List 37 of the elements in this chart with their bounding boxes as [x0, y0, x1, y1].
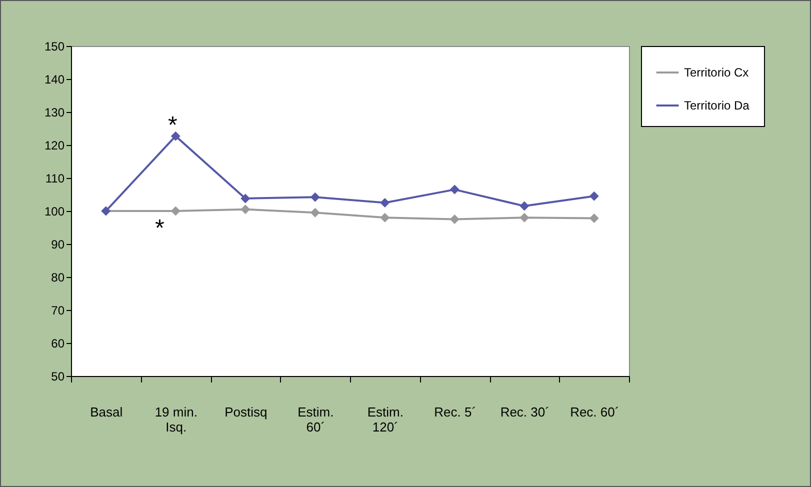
y-tick-label: 80 — [51, 270, 65, 284]
y-tick-label: 50 — [51, 370, 65, 384]
point — [310, 208, 320, 218]
x-tick-label: Rec. 60´ — [570, 404, 620, 420]
legend-label: Territorio Da — [684, 98, 750, 112]
point — [589, 214, 599, 224]
y-tick-label: 140 — [44, 72, 65, 86]
x-tick-label: Basal — [90, 404, 123, 420]
point — [310, 192, 320, 202]
x-tick-label: Postisq — [224, 404, 268, 420]
legend-label: Territorio Cx — [684, 66, 749, 80]
x-tick-label: Estim. 120´ — [367, 404, 404, 434]
annotation: * — [168, 112, 178, 140]
point — [520, 212, 530, 222]
point — [380, 198, 390, 208]
x-tick-label: Rec. 30´ — [500, 404, 550, 420]
y-tick-label: 100 — [44, 204, 65, 218]
point — [589, 191, 599, 201]
y-tick-label: 70 — [51, 304, 65, 318]
y-tick-label: 130 — [44, 106, 65, 120]
y-tick-label: 90 — [51, 238, 65, 252]
y-tick-label: 110 — [45, 172, 65, 186]
y-tick-label: 150 — [44, 40, 65, 54]
point — [380, 212, 390, 222]
y-tick-label: 120 — [44, 138, 65, 152]
point — [170, 206, 180, 216]
x-tick-label: Rec. 5´ — [434, 404, 476, 420]
point — [520, 201, 530, 211]
point — [240, 204, 250, 214]
x-tick-label: Estim. 60´ — [298, 404, 334, 434]
point — [170, 131, 180, 141]
point — [450, 214, 460, 224]
point — [450, 184, 460, 194]
y-tick-label: 60 — [51, 336, 65, 350]
x-tick-label: 19 min. Isq. — [154, 404, 198, 434]
point — [240, 194, 250, 204]
annotation: * — [154, 215, 164, 242]
